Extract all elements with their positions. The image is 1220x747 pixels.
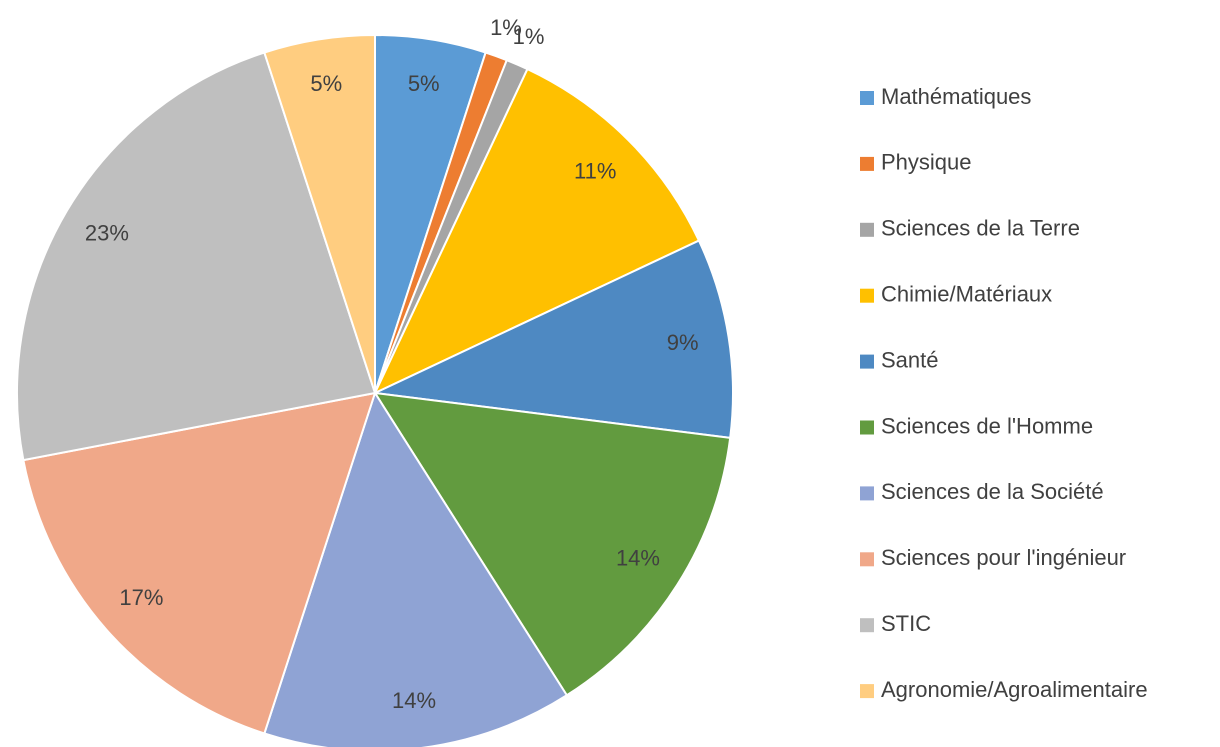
legend-label: Sciences pour l'ingénieur (881, 545, 1126, 570)
legend-swatch (860, 618, 874, 633)
legend-swatch (860, 354, 874, 369)
legend-label: Sciences de la Société (881, 479, 1104, 504)
data-label: 23% (85, 220, 129, 245)
pie-slice (263, 390, 569, 747)
data-label: 1% (490, 15, 522, 40)
legend-label: Chimie/Matériaux (881, 282, 1052, 307)
pie-slice (371, 239, 734, 439)
pie-slice (263, 33, 376, 394)
data-label: 14% (392, 688, 436, 713)
legend-label: STIC (881, 611, 931, 636)
data-label: 17% (119, 585, 163, 610)
legend-swatch (860, 486, 874, 501)
legend-swatch (860, 288, 874, 303)
legend-label: Sciences de la Terre (881, 216, 1080, 241)
legend-swatch (860, 222, 874, 237)
legend-label: Santé (881, 347, 939, 372)
data-label: 11% (574, 159, 616, 184)
pie-slice (22, 391, 377, 735)
legend-label: Mathématiques (881, 84, 1031, 109)
data-label: 5% (310, 71, 342, 96)
data-label: 1% (513, 24, 545, 49)
data-label: 5% (408, 71, 440, 96)
pie-slice (373, 391, 732, 697)
data-label: 9% (667, 330, 699, 355)
legend-swatch (860, 684, 874, 699)
legend-label: Agronomie/Agroalimentaire (881, 677, 1148, 702)
pie-slice (372, 67, 701, 396)
pie-slice (16, 51, 377, 462)
legend-swatch (860, 552, 874, 567)
legend-swatch (860, 91, 874, 105)
legend-swatch (860, 420, 874, 435)
data-label: 14% (616, 546, 660, 571)
legend-swatch (860, 156, 874, 171)
legend-label: Sciences de l'Homme (881, 413, 1093, 438)
legend-label: Physique (881, 150, 972, 175)
